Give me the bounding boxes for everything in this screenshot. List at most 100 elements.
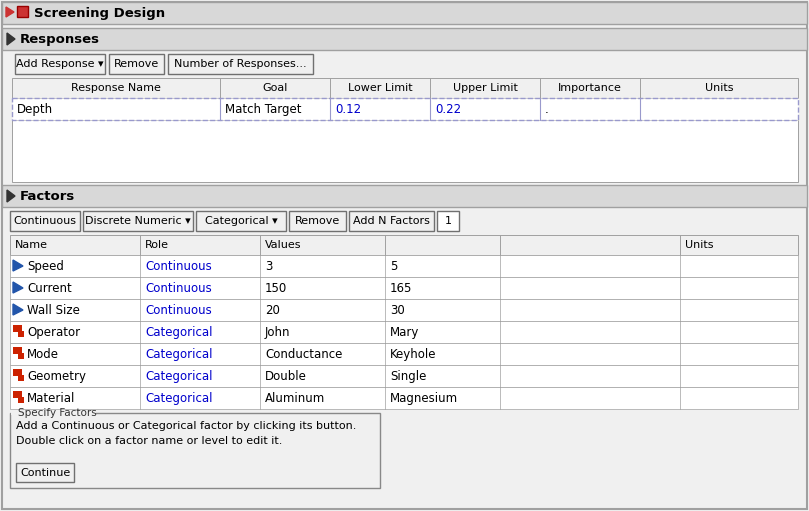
Bar bbox=[12, 98, 798, 120]
Text: Material: Material bbox=[27, 391, 75, 405]
Bar bbox=[10, 387, 798, 409]
Text: Screening Design: Screening Design bbox=[34, 7, 165, 19]
Text: Conductance: Conductance bbox=[265, 347, 342, 360]
Bar bbox=[13, 347, 22, 354]
Text: 3: 3 bbox=[265, 260, 273, 272]
Text: Continuous: Continuous bbox=[145, 304, 212, 316]
Text: Aluminum: Aluminum bbox=[265, 391, 325, 405]
Text: Speed: Speed bbox=[27, 260, 64, 272]
Bar bbox=[13, 391, 22, 398]
Text: Double: Double bbox=[265, 369, 307, 383]
Text: Upper Limit: Upper Limit bbox=[452, 83, 518, 93]
Bar bbox=[18, 375, 24, 381]
Bar bbox=[13, 369, 22, 376]
Text: 0.12: 0.12 bbox=[335, 103, 361, 115]
Bar bbox=[2, 2, 807, 24]
Text: Continue: Continue bbox=[20, 468, 70, 477]
Bar bbox=[12, 120, 798, 182]
Text: 30: 30 bbox=[390, 304, 404, 316]
Text: 20: 20 bbox=[265, 304, 280, 316]
Bar bbox=[12, 78, 798, 98]
Bar bbox=[18, 353, 24, 359]
Text: 5: 5 bbox=[390, 260, 397, 272]
Text: Responses: Responses bbox=[20, 33, 100, 45]
Text: Number of Responses...: Number of Responses... bbox=[174, 59, 307, 69]
Bar bbox=[10, 299, 798, 321]
Bar bbox=[10, 255, 798, 277]
Text: Specify Factors: Specify Factors bbox=[18, 408, 97, 418]
Bar bbox=[289, 211, 346, 231]
Text: Name: Name bbox=[15, 240, 48, 250]
Text: Mode: Mode bbox=[27, 347, 59, 360]
Bar bbox=[2, 185, 807, 207]
Text: Wall Size: Wall Size bbox=[27, 304, 80, 316]
Text: Response Name: Response Name bbox=[71, 83, 161, 93]
Bar bbox=[10, 277, 798, 299]
Text: 165: 165 bbox=[390, 282, 413, 294]
Text: .: . bbox=[545, 103, 549, 115]
Text: Categorical: Categorical bbox=[145, 369, 213, 383]
Text: Role: Role bbox=[145, 240, 169, 250]
Text: Add N Factors: Add N Factors bbox=[353, 216, 430, 226]
Text: Mary: Mary bbox=[390, 326, 419, 338]
Text: Categorical: Categorical bbox=[145, 347, 213, 360]
Bar bbox=[168, 54, 313, 74]
Bar bbox=[109, 54, 164, 74]
Bar bbox=[437, 211, 459, 231]
Text: Factors: Factors bbox=[20, 190, 75, 202]
Text: Discrete Numeric ▾: Discrete Numeric ▾ bbox=[85, 216, 191, 226]
Text: Categorical: Categorical bbox=[145, 391, 213, 405]
Polygon shape bbox=[6, 7, 14, 17]
Polygon shape bbox=[13, 304, 23, 315]
Polygon shape bbox=[7, 190, 15, 202]
Bar bbox=[18, 397, 24, 403]
Text: Categorical ▾: Categorical ▾ bbox=[205, 216, 277, 226]
Bar bbox=[10, 321, 798, 343]
Bar bbox=[349, 211, 434, 231]
Polygon shape bbox=[13, 260, 23, 271]
Text: Magnesium: Magnesium bbox=[390, 391, 458, 405]
Bar bbox=[16, 463, 74, 482]
Bar bbox=[10, 365, 798, 387]
Text: Single: Single bbox=[390, 369, 426, 383]
Text: 1: 1 bbox=[444, 216, 451, 226]
Bar bbox=[18, 331, 24, 337]
Bar bbox=[10, 211, 80, 231]
Text: Remove: Remove bbox=[114, 59, 159, 69]
Text: Double click on a factor name or level to edit it.: Double click on a factor name or level t… bbox=[16, 436, 282, 446]
Bar bbox=[10, 413, 380, 488]
Text: Continuous: Continuous bbox=[145, 260, 212, 272]
Text: 0.22: 0.22 bbox=[435, 103, 461, 115]
Bar bbox=[10, 235, 798, 255]
Bar bbox=[10, 343, 798, 365]
Text: Goal: Goal bbox=[262, 83, 288, 93]
Text: Continuous: Continuous bbox=[14, 216, 77, 226]
Text: Values: Values bbox=[265, 240, 302, 250]
Bar bbox=[83, 211, 193, 231]
Text: Geometry: Geometry bbox=[27, 369, 86, 383]
Text: Match Target: Match Target bbox=[225, 103, 302, 115]
Text: Units: Units bbox=[705, 83, 733, 93]
Bar bbox=[17, 6, 28, 17]
Text: Units: Units bbox=[685, 240, 714, 250]
Polygon shape bbox=[13, 282, 23, 293]
Text: Add a Continuous or Categorical factor by clicking its button.: Add a Continuous or Categorical factor b… bbox=[16, 421, 357, 431]
Text: Keyhole: Keyhole bbox=[390, 347, 437, 360]
Text: Importance: Importance bbox=[558, 83, 622, 93]
Text: Categorical: Categorical bbox=[145, 326, 213, 338]
Bar bbox=[11, 412, 96, 415]
Text: Depth: Depth bbox=[17, 103, 53, 115]
Text: Current: Current bbox=[27, 282, 72, 294]
Bar bbox=[196, 211, 286, 231]
Text: Add Response ▾: Add Response ▾ bbox=[16, 59, 104, 69]
Text: John: John bbox=[265, 326, 290, 338]
Text: 150: 150 bbox=[265, 282, 287, 294]
Bar bbox=[2, 28, 807, 50]
Text: Continuous: Continuous bbox=[145, 282, 212, 294]
Bar bbox=[13, 325, 22, 332]
Text: Operator: Operator bbox=[27, 326, 80, 338]
Bar bbox=[15, 54, 105, 74]
Text: Lower Limit: Lower Limit bbox=[348, 83, 413, 93]
Polygon shape bbox=[7, 33, 15, 45]
Text: Remove: Remove bbox=[294, 216, 340, 226]
